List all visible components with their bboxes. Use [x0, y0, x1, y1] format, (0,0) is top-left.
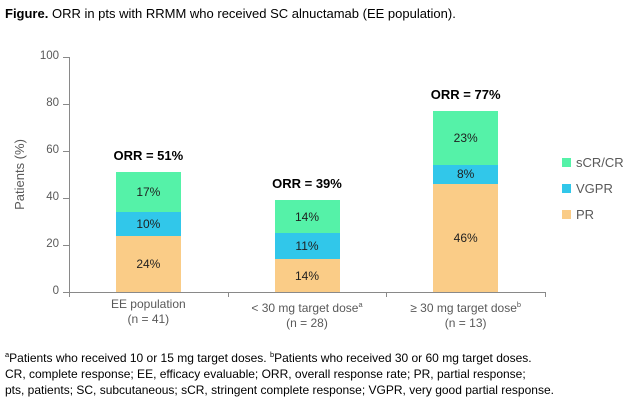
y-axis-tick: [63, 245, 69, 246]
x-category-line2: (n = 41): [127, 312, 170, 326]
bar-segment-pr: 24%: [115, 235, 181, 292]
x-axis-tick: [227, 292, 229, 297]
segment-value-label: 17%: [136, 185, 161, 200]
figure-title-prefix: Figure.: [5, 6, 49, 21]
y-tick-label: 60: [46, 144, 59, 156]
y-axis-tick: [63, 57, 69, 58]
bar-segment-vgpr: 8%: [433, 165, 499, 184]
x-category-superscript: b: [516, 300, 522, 309]
footnotes: aPatients who received 10 or 15 mg targe…: [5, 347, 635, 398]
y-axis-title: Patients (%): [12, 139, 27, 210]
legend-swatch: [562, 210, 571, 219]
y-tick-label: 20: [46, 238, 59, 250]
y-tick-label: 0: [52, 285, 59, 297]
y-tick-label: 80: [46, 97, 59, 109]
orr-annotation: ORR = 39%: [272, 176, 342, 192]
x-category-superscript: a: [358, 300, 363, 309]
bar-segment-vgpr: 10%: [115, 212, 181, 236]
x-axis-tick: [69, 292, 70, 297]
x-axis-tick: [545, 292, 546, 297]
bar-segment-pr: 46%: [433, 183, 499, 292]
segment-value-label: 14%: [294, 209, 320, 224]
segment-value-label: 24%: [136, 256, 161, 271]
legend-label: PR: [576, 207, 595, 222]
segment-value-label: 11%: [295, 239, 319, 254]
y-tick-label: 40: [46, 191, 59, 203]
legend-item-scr-cr: sCR/CR: [562, 155, 624, 170]
legend-item-pr: PR: [562, 207, 624, 222]
footnote-superscript: a: [5, 350, 10, 359]
segment-value-label: 46%: [453, 230, 478, 245]
y-axis-line: [69, 57, 70, 293]
segment-value-label: 8%: [456, 167, 475, 182]
footnote-line: pts, patients; SC, subcutaneous; sCR, st…: [5, 383, 554, 397]
y-axis-tick: [63, 151, 69, 152]
chart-legend: sCR/CR VGPR PR: [562, 155, 624, 233]
segment-value-label: 10%: [136, 216, 161, 231]
x-category-label: < 30 mg target dosea (n = 28): [218, 297, 397, 331]
legend-item-vgpr: VGPR: [562, 181, 624, 196]
x-axis-tick: [386, 292, 388, 297]
figure-title: Figure. ORR in pts with RRMM who receive…: [5, 6, 456, 21]
x-category-line1: ≥ 30 mg target doseb: [410, 300, 522, 315]
x-category-line1: < 30 mg target dosea: [251, 300, 363, 315]
bar-segment-scr-cr: 17%: [115, 172, 181, 213]
y-axis-tick: [63, 104, 69, 105]
orr-annotation: ORR = 51%: [113, 148, 184, 164]
legend-label: sCR/CR: [576, 155, 624, 170]
bar-segment-pr: 14%: [274, 259, 340, 292]
y-tick-label: 100: [39, 50, 59, 62]
figure-title-text: ORR in pts with RRMM who received SC aln…: [48, 6, 456, 21]
footnote-superscript: b: [269, 350, 275, 359]
legend-label: VGPR: [576, 181, 613, 196]
footnote-line: CR, complete response; EE, efficacy eval…: [5, 367, 526, 381]
segment-value-label: 23%: [453, 131, 478, 146]
bar-segment-scr-cr: 14%: [274, 200, 340, 234]
bar-segment-vgpr: 11%: [274, 233, 340, 260]
x-category-label: EE population (n = 41): [59, 297, 238, 327]
legend-swatch: [562, 158, 571, 167]
legend-swatch: [562, 184, 571, 193]
footnote-line: aPatients who received 10 or 15 mg targe…: [5, 350, 532, 365]
x-category-line1: EE population: [110, 297, 186, 311]
x-category-label: ≥ 30 mg target doseb (n = 13): [376, 297, 555, 331]
x-category-line2: (n = 13): [444, 316, 487, 330]
segment-value-label: 14%: [294, 268, 320, 283]
y-axis-tick: [63, 292, 69, 293]
x-axis-line: [69, 292, 545, 293]
orr-annotation: ORR = 77%: [430, 87, 501, 103]
x-category-line2: (n = 28): [286, 316, 328, 330]
bar-segment-scr-cr: 23%: [433, 111, 499, 166]
y-axis-tick: [63, 198, 69, 199]
